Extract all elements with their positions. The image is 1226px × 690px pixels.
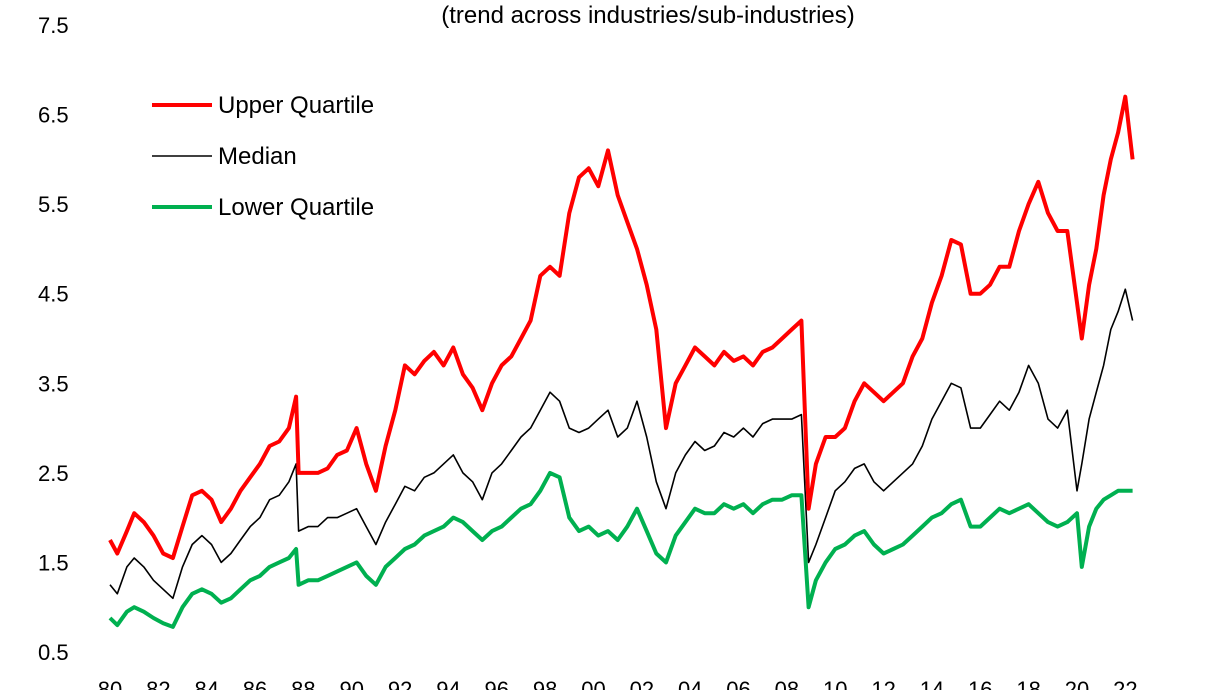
x-tick-label: 18 bbox=[1016, 677, 1040, 690]
x-tick-label: 82 bbox=[146, 677, 170, 690]
x-tick-label: 86 bbox=[243, 677, 267, 690]
x-tick-label: 16 bbox=[968, 677, 992, 690]
series-line-median bbox=[109, 288, 1134, 600]
legend-label: Median bbox=[218, 143, 297, 170]
x-tick-label: 88 bbox=[291, 677, 315, 690]
x-tick-label: 14 bbox=[920, 677, 944, 690]
x-tick-label: 90 bbox=[340, 677, 364, 690]
series-lines bbox=[108, 94, 1135, 629]
x-axis-ticks: 80 82 84 86 88 90 92 94 96 98 00 02 04 06 08 10 12 14 16 18… bbox=[98, 677, 1138, 690]
x-tick-label: 06 bbox=[726, 677, 750, 690]
y-tick-label: 1.5 bbox=[38, 550, 69, 575]
x-tick-label: 04 bbox=[678, 677, 702, 690]
x-tick-label: 02 bbox=[630, 677, 654, 690]
x-tick-label: 96 bbox=[485, 677, 509, 690]
x-tick-label: 98 bbox=[533, 677, 557, 690]
legend: Upper Quartile Median Lower Quartile bbox=[152, 92, 374, 221]
x-tick-label: 00 bbox=[581, 677, 605, 690]
x-tick-label: 94 bbox=[436, 677, 460, 690]
y-tick-label: 5.5 bbox=[38, 192, 69, 217]
y-tick-label: 2.5 bbox=[38, 461, 69, 486]
series-line-upper-quartile bbox=[108, 94, 1135, 560]
legend-label: Upper Quartile bbox=[218, 92, 374, 119]
legend-label: Lower Quartile bbox=[218, 194, 374, 221]
y-axis-ticks: 7.5 6.5 5.5 4.5 3.5 2.5 1.5 0.5 bbox=[38, 13, 69, 665]
y-tick-label: 3.5 bbox=[38, 371, 69, 396]
y-tick-label: 6.5 bbox=[38, 103, 69, 128]
x-tick-label: 84 bbox=[194, 677, 218, 690]
y-tick-label: 7.5 bbox=[38, 13, 69, 38]
x-tick-label: 22 bbox=[1113, 677, 1137, 690]
x-tick-label: 80 bbox=[98, 677, 122, 690]
y-tick-label: 4.5 bbox=[38, 282, 69, 307]
x-tick-label: 12 bbox=[871, 677, 895, 690]
chart-subtitle: (trend across industries/sub-industries) bbox=[441, 2, 855, 29]
y-tick-label: 0.5 bbox=[38, 640, 69, 665]
x-tick-label: 08 bbox=[775, 677, 799, 690]
x-tick-label: 10 bbox=[823, 677, 847, 690]
x-tick-label: 20 bbox=[1065, 677, 1089, 690]
x-tick-label: 92 bbox=[388, 677, 412, 690]
series-line-lower-quartile bbox=[108, 470, 1133, 629]
